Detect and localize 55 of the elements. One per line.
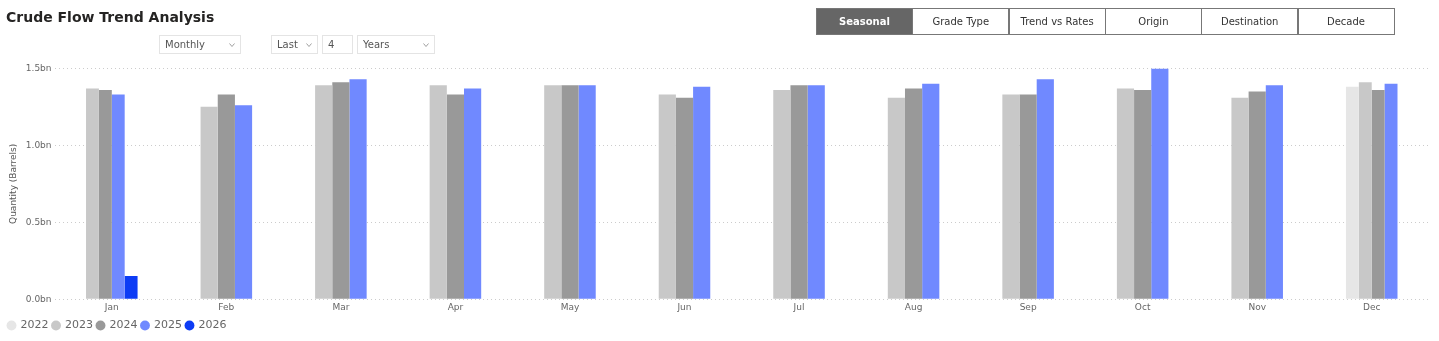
bar [675,97,694,299]
bar [464,88,482,299]
x-tick-label: May [560,301,580,312]
legend-label: 2025 [153,318,182,332]
y-tick-label: 1.5bn [25,62,52,73]
bar [1036,79,1054,299]
bar [693,86,711,299]
bar [922,83,940,299]
text: Trend vs Rates [1008,8,1106,35]
x-tick-label: Jul [792,301,805,312]
text: 4 [328,39,335,50]
bar [561,85,579,299]
legend-label: 2022 [20,318,49,332]
legend-label: 2023 [64,318,93,332]
bar [904,88,923,299]
text: Last [277,39,298,50]
bar [1265,85,1283,299]
bar [1248,91,1266,299]
bar [1151,68,1169,299]
text: Origin [1104,8,1202,35]
text: Grade Type [912,8,1010,35]
bar [217,94,235,299]
legend-label: 2026 [198,318,227,332]
bar [807,85,825,299]
x-tick-label: Jun [676,301,692,312]
chart-title: Crude Flow Trend Analysis [6,9,215,25]
bar [446,94,465,299]
y-tick-label: 0.5bn [25,216,52,227]
x-tick-label: Feb [218,301,235,312]
bar [349,79,367,299]
bar [332,82,350,299]
x-tick-label: Jan [103,301,119,312]
text: Decade [1297,8,1395,35]
text: Years [363,39,390,50]
y-tick-label: 1.0bn [25,139,52,150]
y-axis-title: Quantity (Barrels) [7,143,18,224]
x-tick-label: Aug [904,301,923,312]
x-tick-label: Nov [1248,301,1267,312]
x-tick-label: Mar [332,301,350,312]
x-tick-label: Oct [1134,301,1151,312]
bar [578,85,596,299]
legend-label: 2024 [109,318,138,332]
x-tick-label: Apr [447,301,464,312]
text: Destination [1201,8,1299,35]
y-tick-label: 0.0bn [25,293,52,304]
bar [124,276,138,299]
bar [790,85,808,299]
bar [1134,89,1152,299]
x-tick-label: Sep [1019,301,1037,312]
bar [1019,94,1037,299]
bar [1345,86,1359,299]
text: Monthly [165,39,206,50]
x-tick-label: Dec [1363,301,1381,312]
bar [234,105,253,299]
text: Seasonal [816,8,913,35]
